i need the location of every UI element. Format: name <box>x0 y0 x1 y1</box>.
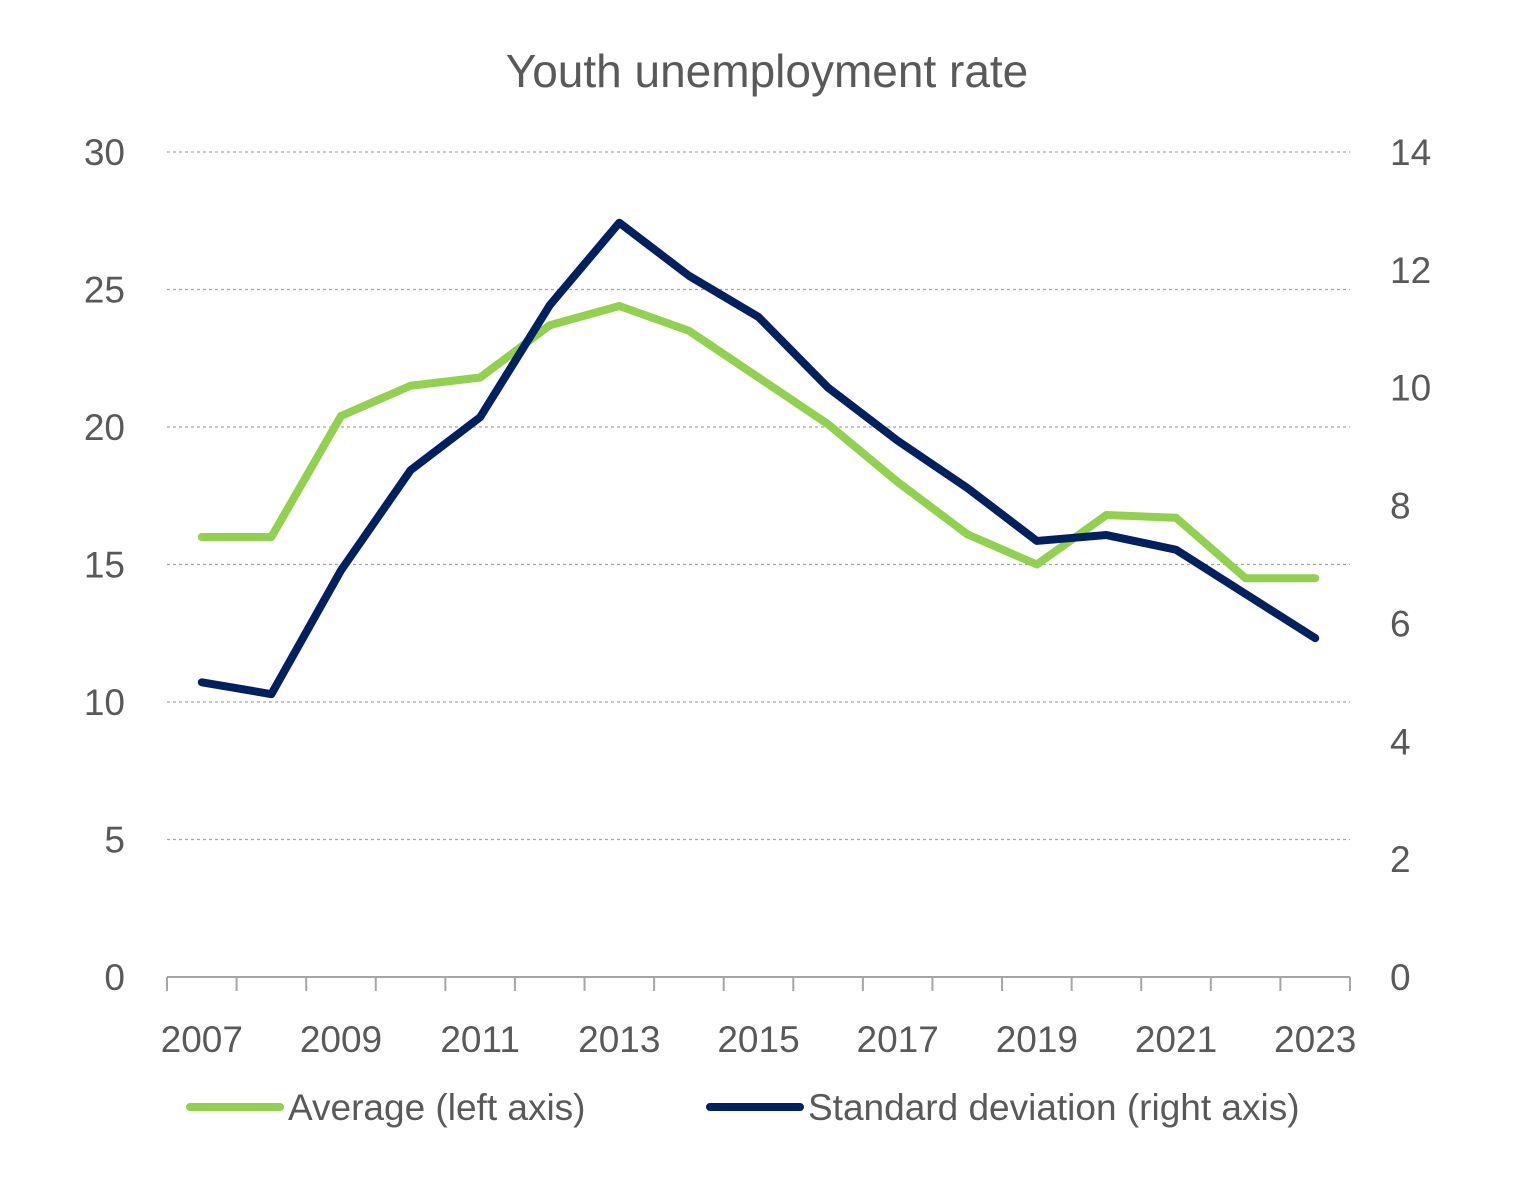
x-tick-label: 2013 <box>578 1019 660 1060</box>
x-tick-label: 2023 <box>1274 1019 1356 1060</box>
x-tick-label: 2015 <box>717 1019 799 1060</box>
x-tick-label: 2007 <box>161 1019 243 1060</box>
y-left-tick-label: 15 <box>84 545 125 586</box>
y-right-tick-label: 14 <box>1390 132 1431 173</box>
x-tick-label: 2011 <box>440 1019 520 1060</box>
y-left-tick-label: 25 <box>84 270 125 311</box>
y-right-tick-label: 10 <box>1390 368 1431 409</box>
legend-label: Average (left axis) <box>288 1087 586 1128</box>
x-tick-label: 2009 <box>300 1019 382 1060</box>
series-line-std-dev <box>197 218 1320 699</box>
y-right-tick-label: 2 <box>1390 839 1411 880</box>
y-left-tick-label: 30 <box>84 132 125 173</box>
y-right-tick-label: 6 <box>1390 603 1411 644</box>
x-tick-label: 2021 <box>1135 1019 1217 1060</box>
y-left-tick-label: 10 <box>84 682 125 723</box>
y-right-tick-label: 12 <box>1390 250 1431 291</box>
y-right-tick-label: 8 <box>1390 486 1411 527</box>
y-right-tick-label: 0 <box>1390 957 1411 998</box>
series-line-average <box>197 302 1320 583</box>
x-tick-label: 2019 <box>996 1019 1078 1060</box>
chart-title: Youth unemployment rate <box>506 45 1029 97</box>
x-tick-label: 2017 <box>857 1019 939 1060</box>
y-left-tick-label: 0 <box>104 957 125 998</box>
y-left-tick-label: 20 <box>84 407 125 448</box>
y-right-tick-label: 4 <box>1390 721 1411 762</box>
legend-label: Standard deviation (right axis) <box>808 1087 1300 1128</box>
y-left-tick-label: 5 <box>104 820 125 861</box>
